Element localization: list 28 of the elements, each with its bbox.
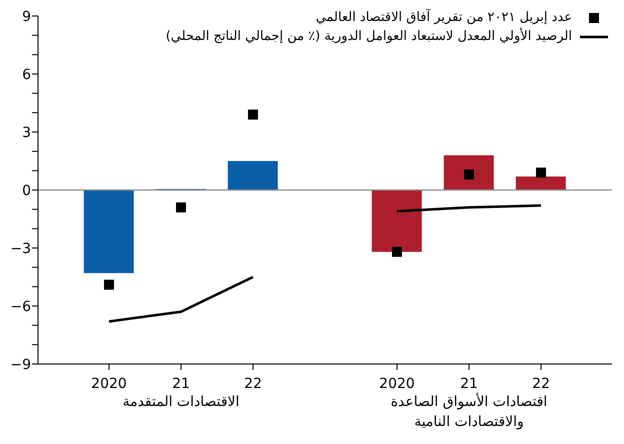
text: الاقتصادات المتقدمة [122,393,240,412]
bar [372,190,422,252]
point [104,280,114,290]
bar [444,155,494,190]
y-tick-label: 6 [22,67,32,83]
x-tick-label: 22 [244,376,262,392]
y-tick-label: 0 [22,183,31,199]
legend-label: الرصيد الأولي المعدل لاستبعاد العوامل الدورية (٪ من إجمالي الناتج المحلي) [166,27,572,46]
x-tick-label: 2020 [91,376,127,392]
point [176,202,186,212]
y-tick-label: −9 [10,357,31,373]
bar [84,190,134,274]
y-tick-label: 3 [22,125,31,141]
text: اقتصادات الأسواق الصاعدة والاقتصادات النامية [390,392,548,432]
point [392,246,402,257]
x-tick-label: 2020 [379,376,415,392]
point [536,168,546,178]
x-tick-label: 21 [460,376,478,392]
point [248,110,258,120]
x-tick-label: 21 [172,376,190,392]
bar [516,176,566,190]
y-tick-label: −6 [10,299,32,315]
legend-label: عدد إبريل ٢٠٢١ من تقرير آفاق الاقتصاد العالمي [316,8,572,27]
x-tick-label: 22 [532,376,550,392]
point [464,170,474,180]
y-tick-label: 9 [22,9,31,25]
bar [228,161,278,190]
y-tick-label: −3 [10,241,31,257]
